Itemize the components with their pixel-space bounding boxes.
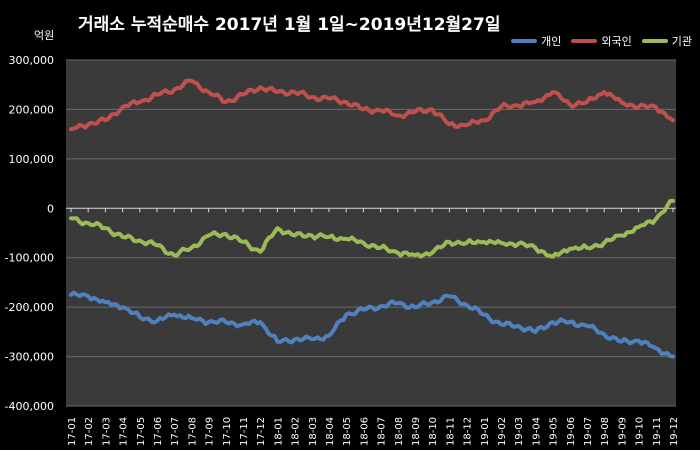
x-tick-label: 19-02 xyxy=(497,417,508,446)
chart-title: 거래소 누적순매수 2017년 1월 1일~2019년12월27일 xyxy=(78,15,501,35)
x-tick-label: 19-01 xyxy=(480,417,491,446)
legend: 개인 외국인 기관 xyxy=(511,33,692,49)
x-tick-label: 17-05 xyxy=(136,417,147,446)
x-tick-label: 18-03 xyxy=(308,417,319,446)
x-tick-label: 18-05 xyxy=(342,417,353,446)
x-tick-label: 19-10 xyxy=(635,417,646,446)
legend-swatch-기관 xyxy=(641,39,668,43)
x-tick-label: 18-08 xyxy=(394,417,405,446)
x-tick-label: 17-12 xyxy=(256,417,267,446)
y-tick-label: -400,000 xyxy=(5,400,54,413)
x-tick-label: 17-07 xyxy=(170,417,181,446)
x-tick-label: 18-11 xyxy=(445,417,456,446)
legend-label-외국인: 외국인 xyxy=(601,35,632,48)
y-tick-label: -100,000 xyxy=(5,252,54,265)
x-tick-label: 19-05 xyxy=(549,417,560,446)
x-tick-label: 18-01 xyxy=(273,417,284,446)
series-line-외국인 xyxy=(69,78,675,132)
x-tick-label: 17-02 xyxy=(84,417,95,446)
legend-swatch-외국인 xyxy=(571,39,598,43)
y-tick-label: -200,000 xyxy=(5,301,54,314)
x-tick-label: 18-02 xyxy=(291,417,302,446)
series-line-개인 xyxy=(69,290,675,359)
x-tick-label: 18-04 xyxy=(325,417,336,446)
x-tick-label: 19-07 xyxy=(583,417,594,446)
x-tick-label: 19-03 xyxy=(514,417,525,446)
legend-label-개인: 개인 xyxy=(541,35,562,48)
legend-label-기관: 기관 xyxy=(671,35,692,48)
x-tick-label: 18-10 xyxy=(428,417,439,446)
y-tick-label: -300,000 xyxy=(5,351,54,364)
x-tick-label: 18-12 xyxy=(463,417,474,446)
x-tick-label: 19-12 xyxy=(669,417,680,446)
y-tick-label: 300,000 xyxy=(9,54,55,67)
y-axis-unit: 억원 xyxy=(34,29,55,42)
y-tick-label: 0 xyxy=(47,202,54,215)
x-tick-label: 18-09 xyxy=(411,417,422,446)
x-tick-label: 17-06 xyxy=(153,417,164,446)
x-tick-label: 19-04 xyxy=(531,417,542,446)
legend-swatch-개인 xyxy=(511,39,538,43)
x-tick-label: 19-11 xyxy=(652,417,663,446)
legend-item-기관: 기관 xyxy=(641,33,692,49)
plot-area xyxy=(66,60,676,406)
y-tick-label: 100,000 xyxy=(9,153,55,166)
x-tick-label: 17-11 xyxy=(239,417,250,446)
x-tick-label: 18-06 xyxy=(359,417,370,446)
x-tick-label: 17-04 xyxy=(119,417,130,446)
x-tick-label: 19-08 xyxy=(600,417,611,446)
series-line-기관 xyxy=(69,198,675,259)
x-tick-label: 18-07 xyxy=(377,417,388,446)
x-tick-label: 19-06 xyxy=(566,417,577,446)
legend-item-개인: 개인 xyxy=(511,33,561,49)
x-tick-label: 17-08 xyxy=(187,417,198,446)
x-tick-label: 17-01 xyxy=(67,417,78,446)
x-tick-label: 17-09 xyxy=(205,417,216,446)
x-tick-label: 17-10 xyxy=(222,417,233,446)
x-tick-label: 19-09 xyxy=(617,417,628,446)
x-tick-label: 17-03 xyxy=(101,417,112,446)
y-tick-label: 200,000 xyxy=(9,103,55,116)
legend-item-외국인: 외국인 xyxy=(571,33,632,49)
